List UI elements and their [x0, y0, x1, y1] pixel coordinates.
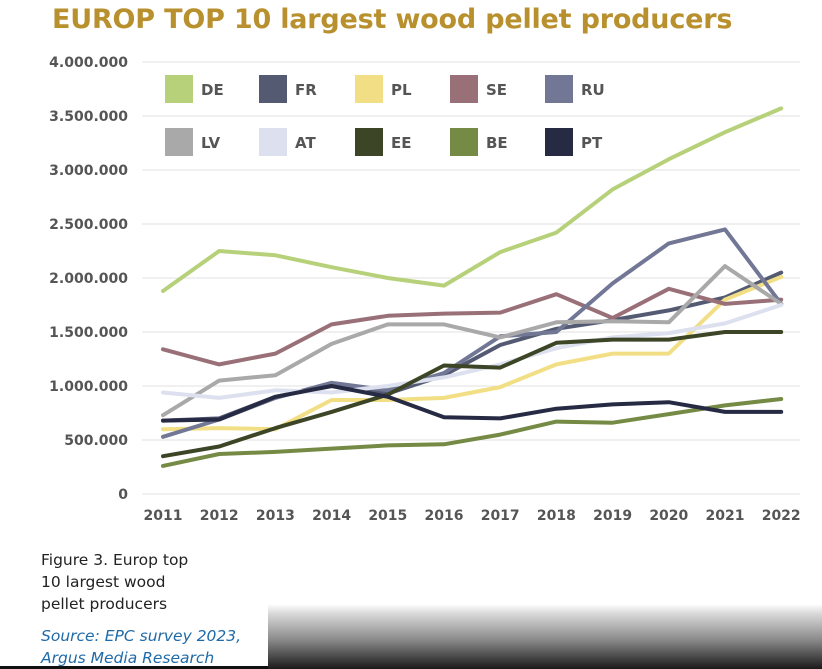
legend-swatch-fr — [259, 75, 287, 103]
footer-divider — [0, 666, 268, 669]
y-tick-label: 3.000.000 — [49, 163, 128, 179]
legend-label-pt: PT — [581, 134, 603, 152]
legend-swatch-ru — [545, 75, 573, 103]
legend-label-fr: FR — [295, 81, 317, 99]
x-tick-label: 2016 — [425, 508, 464, 524]
x-tick-label: 2014 — [312, 508, 351, 524]
y-tick-label: 2.000.000 — [49, 271, 128, 287]
chart-title: EUROP TOP 10 largest wood pellet produce… — [52, 4, 733, 35]
legend-swatch-se — [450, 75, 478, 103]
series-lines — [161, 106, 784, 468]
caption-line: 10 largest wood — [41, 573, 166, 591]
legend-swatch-at — [259, 128, 287, 156]
x-tick-label: 2013 — [256, 508, 295, 524]
x-tick-label: 2012 — [200, 508, 239, 524]
x-tick-label: 2021 — [706, 508, 745, 524]
y-axis: 0 500.000 1.000.000 1.500.000 2.000.000 2.500… — [49, 55, 128, 503]
x-tick-label: 2018 — [537, 508, 576, 524]
series-line-lv — [161, 264, 784, 418]
footer-gradient-band — [268, 604, 822, 669]
series-line-se — [161, 286, 784, 367]
legend-label-pl: PL — [391, 81, 412, 99]
x-tick-label: 2015 — [368, 508, 407, 524]
source-note: Source: EPC survey 2023, Argus Media Res… — [41, 625, 271, 669]
x-tick-label: 2017 — [481, 508, 520, 524]
y-tick-label: 3.500.000 — [49, 109, 128, 125]
figure-caption: Figure 3. Europ top 10 largest wood pell… — [41, 549, 231, 615]
x-axis: 2011 2012 2013 2014 2015 2016 2017 2018 2019 2020… — [144, 508, 801, 524]
y-tick-label: 1.000.000 — [49, 379, 128, 395]
legend-label-be: BE — [486, 134, 508, 152]
series-line-pl — [161, 274, 784, 432]
legend-swatch-pl — [355, 75, 383, 103]
legend-label-at: AT — [295, 134, 316, 152]
series-line-ee — [161, 330, 784, 459]
x-tick-label: 2011 — [144, 508, 183, 524]
x-tick-label: 2019 — [593, 508, 632, 524]
y-tick-label: 2.500.000 — [49, 217, 128, 233]
caption-line: pellet producers — [41, 595, 168, 613]
legend-label-lv: LV — [201, 134, 220, 152]
legend-swatch-lv — [165, 128, 193, 156]
legend-label-de: DE — [201, 81, 224, 99]
source-line: Argus Media Research — [41, 649, 215, 667]
legend-label-ee: EE — [391, 134, 412, 152]
series-line-de — [161, 106, 784, 293]
y-tick-label: 1.500.000 — [49, 325, 128, 341]
legend: DE FR PL SE RU LV AT EE BE PT — [165, 75, 605, 156]
y-tick-label: 0 — [118, 487, 128, 503]
source-line: Source: EPC survey 2023, — [41, 627, 242, 645]
legend-swatch-pt — [545, 128, 573, 156]
y-tick-label: 500.000 — [64, 433, 128, 449]
legend-swatch-be — [450, 128, 478, 156]
x-tick-label: 2020 — [649, 508, 688, 524]
x-tick-label: 2022 — [762, 508, 801, 524]
y-tick-label: 4.000.000 — [49, 55, 128, 71]
legend-swatch-de — [165, 75, 193, 103]
legend-label-ru: RU — [581, 81, 605, 99]
legend-swatch-ee — [355, 128, 383, 156]
caption-line: Figure 3. Europ top — [41, 551, 189, 569]
series-line-be — [161, 397, 784, 468]
legend-label-se: SE — [486, 81, 507, 99]
series-line-pt — [161, 384, 784, 423]
series-line-at — [161, 303, 784, 400]
